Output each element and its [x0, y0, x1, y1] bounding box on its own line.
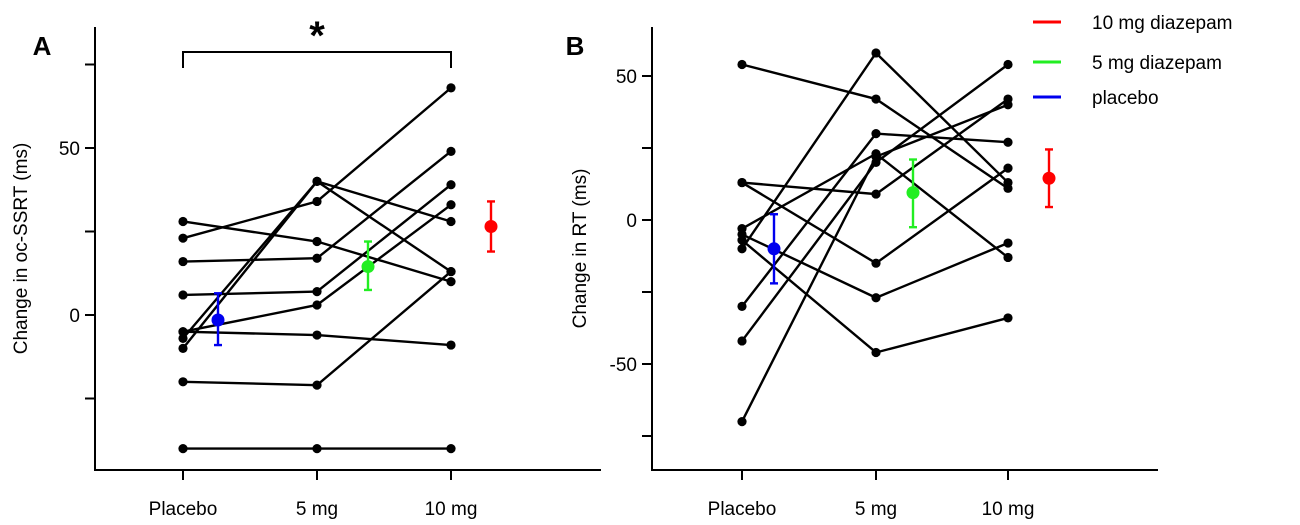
subject-point	[1003, 100, 1013, 110]
x-tick-label: 10 mg	[425, 499, 478, 520]
x-tick-label: Placebo	[708, 499, 777, 520]
subject-point	[312, 176, 322, 186]
subject-line	[741, 98, 1009, 196]
legend-label: placebo	[1092, 88, 1159, 109]
subject-point	[737, 244, 747, 254]
y-tick-label: 50	[616, 67, 637, 88]
y-tick-label: 0	[626, 211, 637, 232]
subject-point	[446, 146, 456, 156]
subject-point	[871, 347, 881, 358]
subject-point	[178, 290, 188, 300]
subject-point	[446, 83, 456, 93]
subject-point	[178, 343, 188, 353]
subject-point	[737, 336, 747, 346]
subject-point	[446, 444, 456, 454]
subject-point	[737, 59, 747, 70]
subject-point	[446, 340, 456, 350]
subject-point	[178, 333, 188, 343]
subject-point	[737, 235, 747, 245]
legend: 10 mg diazepam 5 mg diazepam placebo	[1033, 13, 1232, 109]
y-tick-label: 50	[59, 139, 80, 160]
subject-point	[737, 417, 747, 427]
subject-point	[312, 196, 322, 207]
subject-point	[312, 330, 322, 340]
subject-point	[446, 180, 456, 190]
subject-point	[446, 216, 456, 227]
x-tick-label: Placebo	[149, 499, 218, 520]
subject-point	[871, 189, 881, 199]
mean-point	[767, 242, 781, 256]
subject-point	[312, 444, 322, 454]
subject-point	[178, 216, 188, 227]
subject-point	[871, 129, 881, 139]
subject-point	[178, 377, 188, 387]
subject-point	[1003, 163, 1013, 173]
subject-point	[1003, 238, 1013, 248]
subject-point	[446, 277, 456, 287]
significance-star: *	[309, 14, 325, 58]
mean-point	[906, 186, 920, 200]
y-axis-title: Change in oc-SSRT (ms)	[11, 143, 32, 355]
subject-point	[446, 200, 456, 210]
subject-point	[178, 327, 188, 337]
legend-label: 10 mg diazepam	[1092, 13, 1232, 34]
subject-point	[178, 444, 188, 454]
subject-point	[312, 300, 322, 310]
subject-point	[446, 266, 456, 277]
subject-point	[312, 380, 322, 390]
subject-point	[737, 301, 747, 311]
subject-line	[182, 220, 452, 283]
subject-line	[182, 203, 452, 333]
subject-point	[1003, 313, 1013, 323]
subject-point	[1003, 177, 1013, 188]
x-tick-label: 10 mg	[982, 499, 1035, 520]
panel-letter: A	[33, 31, 52, 61]
panel-b: -50 0 50 Placebo 5 mg 10 mg Change in RT (ms) B	[566, 27, 1158, 520]
subject-point	[178, 233, 188, 243]
subject-point	[737, 177, 747, 188]
subject-point	[1003, 252, 1013, 263]
mean-point	[1042, 171, 1056, 185]
subject-point	[871, 293, 881, 303]
significance-bracket	[182, 51, 452, 68]
mean-point	[211, 313, 225, 327]
y-tick-label: -50	[610, 355, 637, 376]
subject-point	[871, 94, 881, 104]
mean-point	[361, 260, 375, 274]
subject-point	[871, 258, 881, 268]
y-tick-label: 0	[69, 306, 80, 327]
subject-point	[1003, 137, 1013, 147]
subject-point	[312, 287, 322, 297]
legend-label: 5 mg diazepam	[1092, 53, 1222, 74]
panel-a: 0 50 Placebo 5 mg 10 mg Change in oc-SSRT (ms…	[11, 14, 601, 520]
subject-point	[312, 236, 322, 247]
panel-letter: B	[566, 31, 585, 61]
subject-point	[178, 256, 188, 267]
y-axis-title: Change in RT (ms)	[570, 169, 591, 329]
subject-point	[312, 253, 322, 263]
subject-line	[741, 152, 1009, 259]
x-tick-label: 5 mg	[855, 499, 897, 520]
subject-line	[741, 167, 1009, 265]
subject-point	[871, 48, 881, 58]
mean-point	[484, 219, 498, 233]
x-tick-label: 5 mg	[296, 499, 338, 520]
subject-point	[871, 152, 881, 162]
subject-point	[1003, 59, 1013, 70]
